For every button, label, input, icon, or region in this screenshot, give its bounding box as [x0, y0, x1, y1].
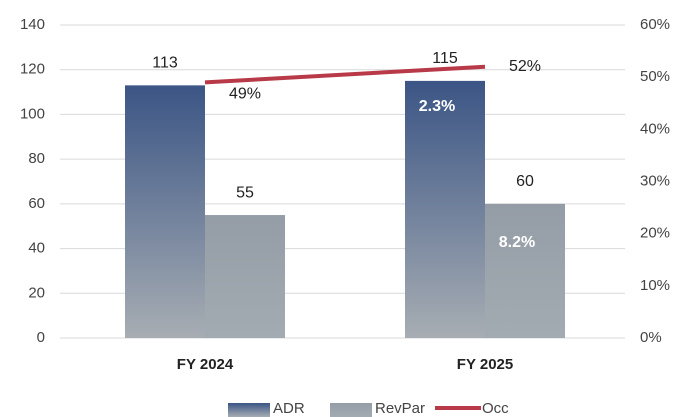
data-label: 113	[152, 55, 178, 72]
legend-swatch	[228, 403, 270, 417]
bar	[205, 215, 285, 338]
legend-label: RevPar	[375, 400, 425, 417]
y2-tick-label: 40%	[640, 120, 670, 137]
y2-tick-label: 10%	[640, 277, 670, 294]
y-tick-label: 100	[20, 105, 45, 122]
y2-tick-label: 20%	[640, 225, 670, 242]
legend-swatch	[330, 403, 372, 417]
y-tick-label: 60	[28, 195, 45, 212]
bar	[125, 85, 205, 338]
x-tick-label: FY 2025	[457, 356, 513, 373]
data-label: 55	[236, 184, 254, 201]
y-tick-label: 40	[28, 240, 45, 257]
x-tick-label: FY 2024	[177, 356, 234, 373]
annotation: 8.2%	[499, 234, 535, 251]
data-label: 115	[432, 50, 458, 67]
y-tick-label: 80	[28, 150, 45, 167]
bar	[405, 80, 485, 339]
line-label: 52%	[509, 58, 541, 75]
legend-label: ADR	[273, 400, 305, 417]
y2-tick-label: 60%	[640, 16, 670, 33]
y2-tick-label: 50%	[640, 68, 670, 85]
y2-tick-label: 30%	[640, 172, 670, 189]
annotation: 2.3%	[419, 98, 455, 115]
y-tick-label: 0	[37, 329, 45, 346]
bar	[485, 203, 565, 338]
legend-label: Occ	[482, 400, 509, 417]
data-label: 60	[516, 173, 534, 190]
line	[204, 64, 486, 85]
y2-tick-label: 0%	[640, 329, 662, 346]
y-tick-label: 20	[28, 284, 45, 301]
y-tick-label: 120	[20, 61, 45, 78]
y-tick-label: 140	[20, 16, 45, 33]
line-label: 49%	[229, 86, 261, 103]
